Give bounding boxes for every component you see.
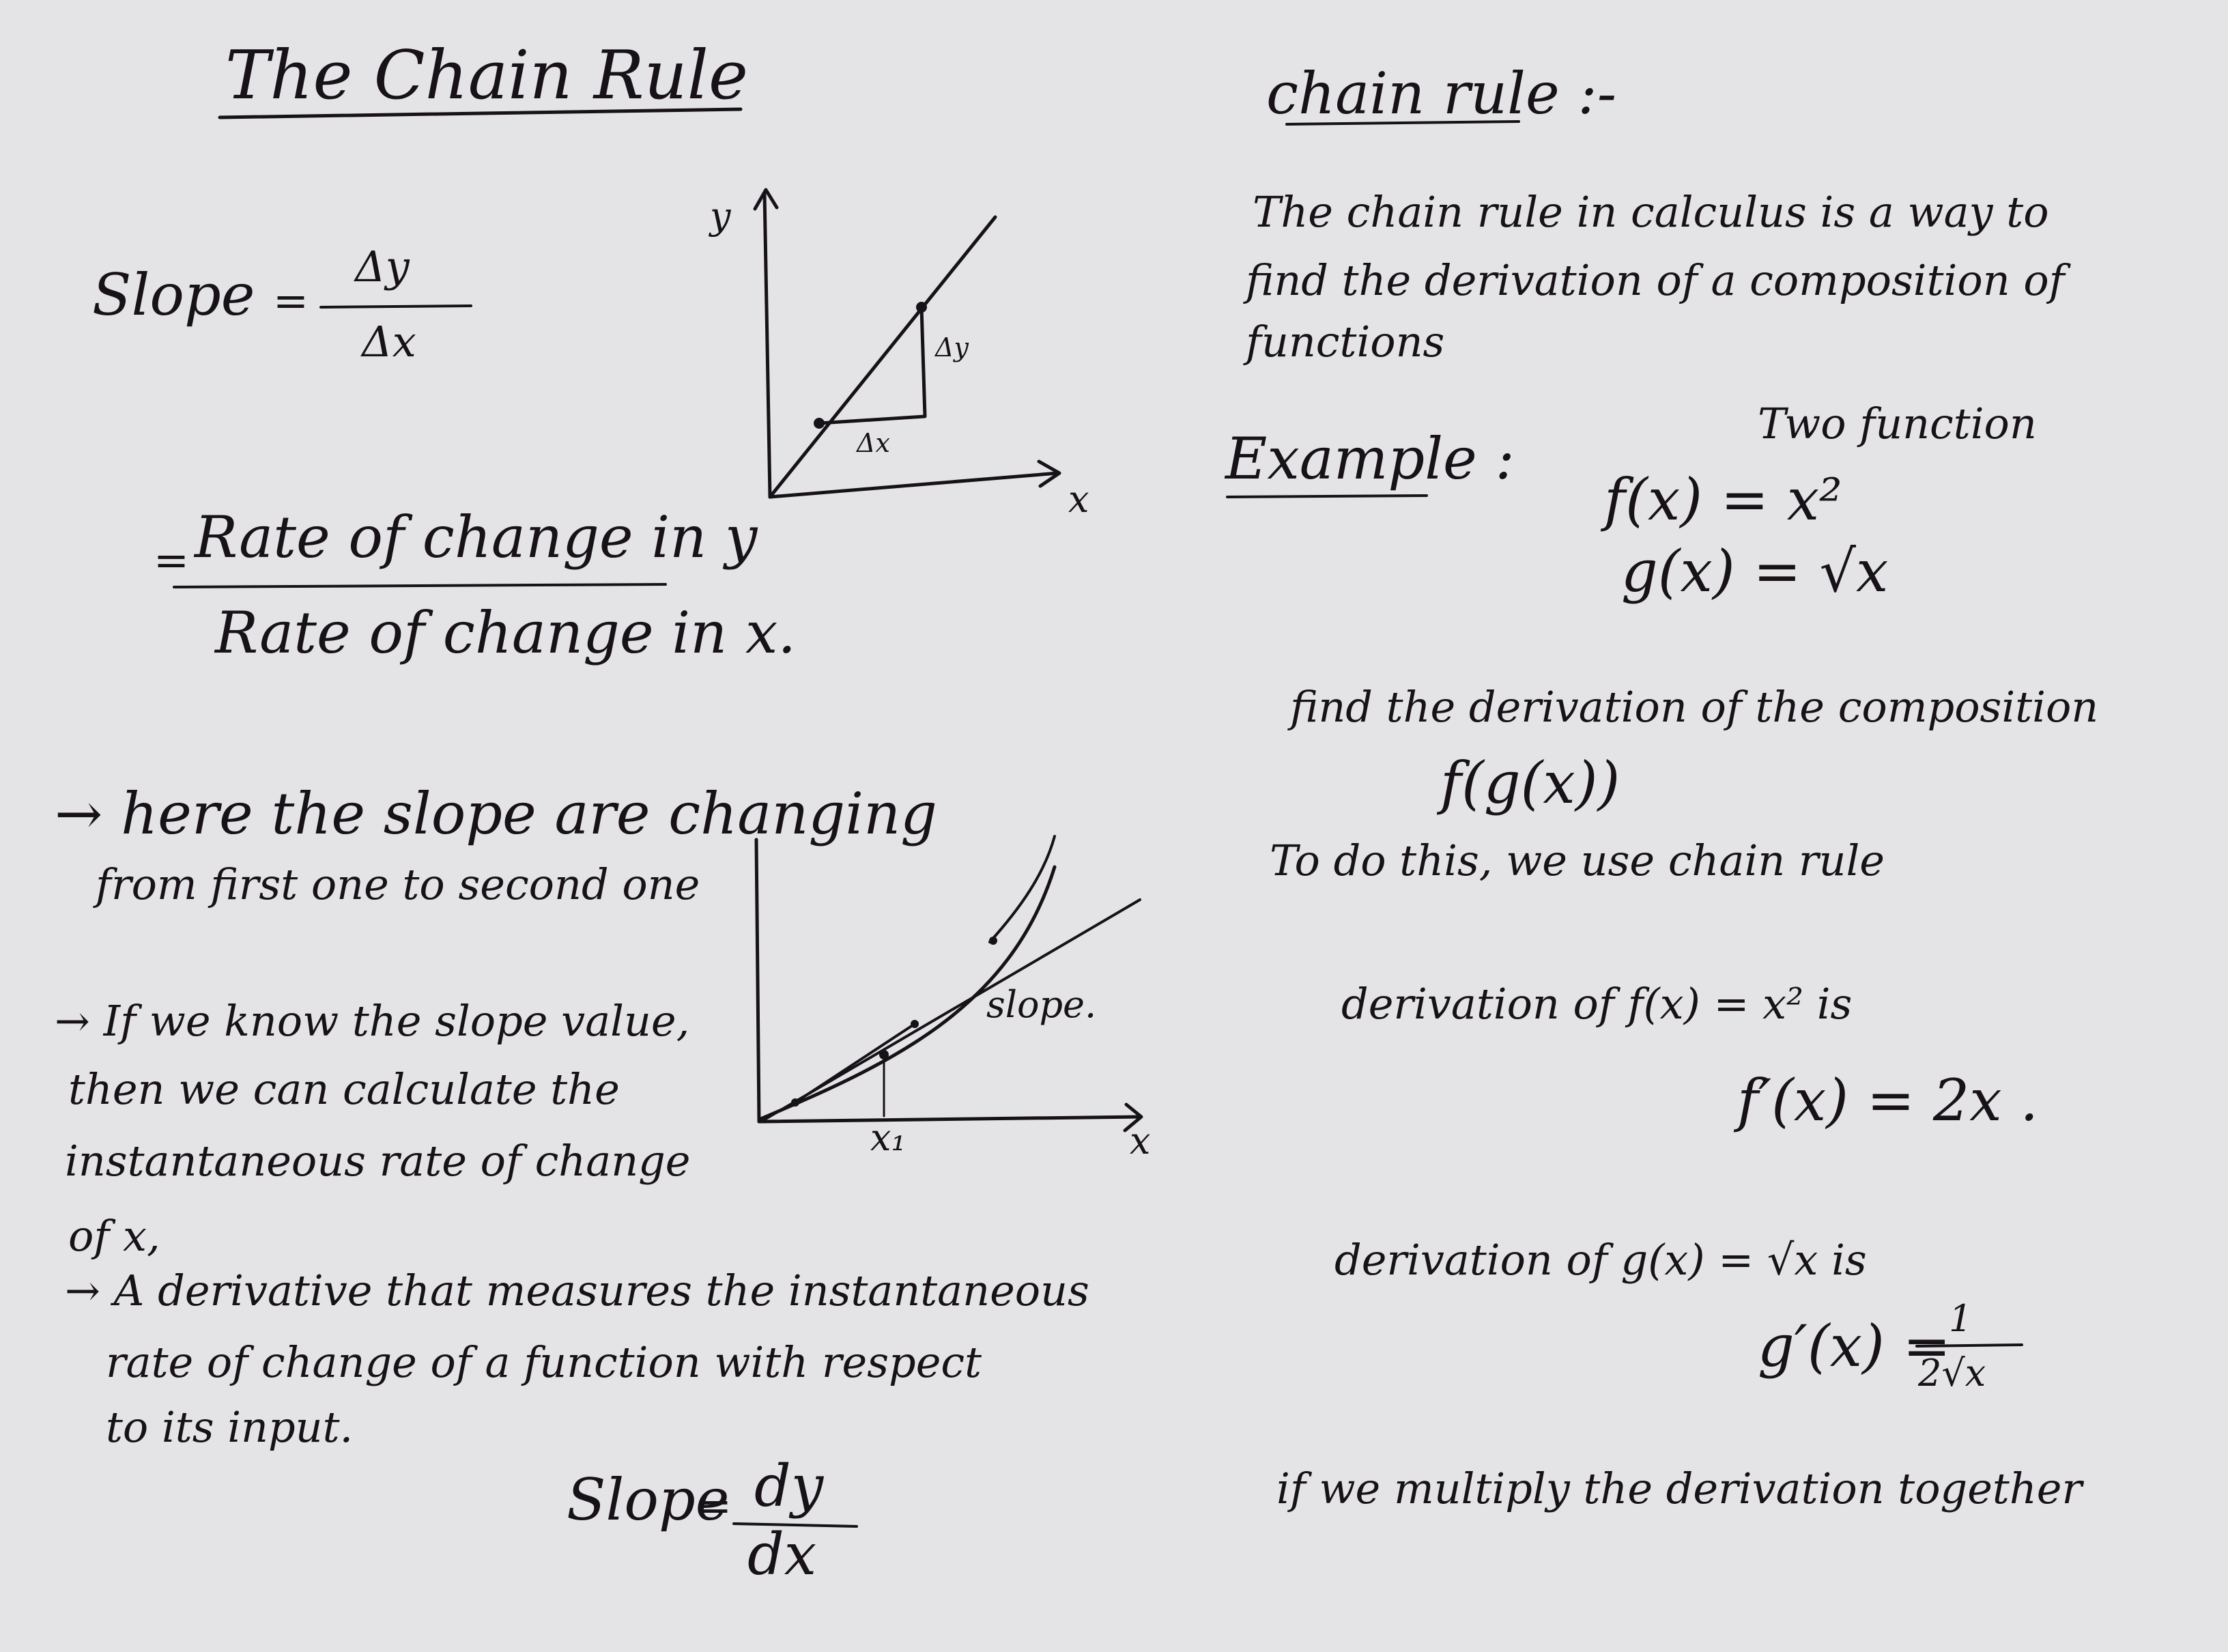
note3-line1: → A derivative that measures the instant… [65, 1266, 1089, 1315]
graph1-x-axis [768, 471, 1060, 499]
multiply-line: if we multiply the derivation together [1276, 1464, 2083, 1513]
definition-line3: functions [1246, 317, 1445, 367]
note2-line3: instantaneous rate of change [65, 1136, 691, 1186]
to-do-this-line: To do this, we use chain rule [1270, 836, 1885, 885]
graph1-y-axis [762, 190, 772, 499]
note3-line3: to its input. [106, 1402, 354, 1452]
g-prime-fraction-bar [1915, 1343, 2023, 1348]
f-definition: f(x) = x² [1604, 466, 1842, 533]
graph1-x-axis-label: x [1068, 478, 1089, 521]
title-underline [218, 107, 743, 119]
graph1-y-axis-label: y [710, 195, 731, 238]
f-prime-result: f′(x) = 2x . [1737, 1067, 2039, 1134]
rate-fraction-bar [173, 583, 667, 588]
g-prime-numerator: 1 [1949, 1297, 1973, 1340]
graph1-x-arrowhead [1037, 459, 1061, 488]
slope-equals: = [273, 276, 309, 326]
graph2-x-arrowhead [1123, 1102, 1143, 1133]
graph1-line [768, 215, 997, 499]
definition-line2: find the derivation of a composition of [1246, 255, 2065, 305]
page-title: The Chain Rule [225, 37, 749, 115]
graph2-curve [757, 865, 1057, 1122]
slope-fraction-bar [319, 304, 472, 309]
g-definition: g(x) = √x [1621, 538, 1889, 605]
graph2-x1-label: x₁ [870, 1116, 906, 1159]
graph1-triangle [817, 305, 927, 425]
g-prime-denominator: 2√x [1918, 1352, 1986, 1395]
dx-denominator: dx [747, 1521, 817, 1588]
graph1-delta-x-label: Δx [857, 428, 890, 458]
example-underline [1226, 494, 1428, 498]
graph2-point-4 [989, 937, 997, 945]
slope-label: Slope [92, 261, 255, 328]
delta-y-numerator: Δy [355, 242, 410, 291]
definition-line1: The chain rule in calculus is a way to [1253, 187, 2049, 237]
rate-denominator: Rate of change in x. [215, 599, 797, 666]
composition-expression: f(g(x)) [1440, 750, 1620, 816]
derivation-of-g-line: derivation of g(x) = √x is [1334, 1235, 1867, 1285]
slope2-label: Slope [567, 1466, 730, 1533]
example-label: Example : [1225, 425, 1515, 492]
note1-line2: from first one to second one [96, 859, 700, 909]
graph2-x-axis-label: x [1130, 1120, 1151, 1163]
note2-line2: then we can calculate the [68, 1064, 620, 1114]
delta-x-denominator: Δx [362, 317, 416, 367]
graph1-y-arrowhead [753, 188, 779, 211]
graph2-y-axis [754, 838, 761, 1124]
find-derivation-line: find the derivation of the composition [1290, 682, 2099, 732]
graph2 [754, 835, 1143, 1133]
graph2-point-1 [791, 1098, 799, 1107]
graph1-delta-y-label: Δy [935, 332, 969, 362]
note2-line1: → If we know the slope value, [55, 996, 690, 1046]
chain-rule-heading-underline [1285, 120, 1520, 126]
graph2-secant-line [794, 1023, 916, 1104]
graph2-point-3 [911, 1020, 919, 1028]
graph2-curve-top [988, 835, 1056, 943]
derivation-of-f-line: derivation of f(x) = x² is [1341, 979, 1853, 1029]
dy-numerator: dy [754, 1453, 824, 1520]
graph2-slope-label: slope. [986, 983, 1097, 1026]
two-function-label: Two function [1758, 399, 2037, 448]
note1-line1: → here the slope are changing [55, 780, 937, 847]
graph2-x-axis [757, 1115, 1141, 1124]
dy-dx-fraction-bar [732, 1522, 858, 1528]
rate-numerator: Rate of change in y [195, 504, 758, 571]
note2-line4: of x, [68, 1211, 160, 1261]
note3-line2: rate of change of a function with respec… [106, 1337, 982, 1387]
rate-equals: = [154, 535, 189, 585]
graph1-point-a [814, 418, 825, 429]
graph1-point-b [916, 302, 927, 313]
chain-rule-heading: chain rule :- [1266, 60, 1617, 127]
slope2-equals: = [696, 1481, 732, 1530]
graph2-point-2 [879, 1050, 889, 1059]
graph1 [753, 188, 1061, 499]
